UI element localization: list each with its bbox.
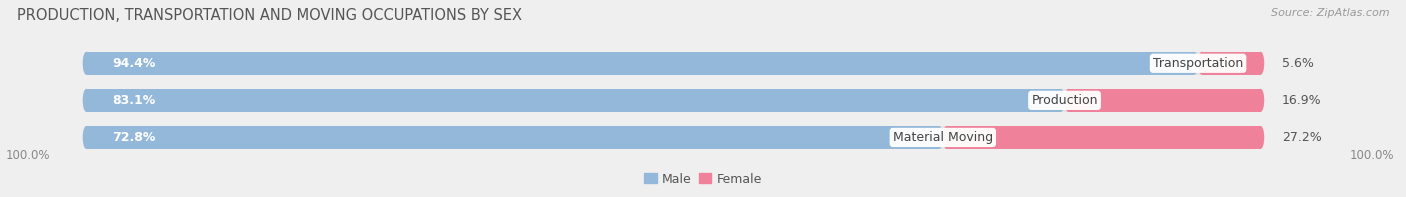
Ellipse shape	[1191, 52, 1198, 75]
Ellipse shape	[1257, 89, 1264, 112]
Ellipse shape	[1257, 89, 1264, 112]
Text: 100.0%: 100.0%	[1350, 150, 1395, 163]
Text: 16.9%: 16.9%	[1282, 94, 1322, 107]
Ellipse shape	[83, 126, 90, 149]
Ellipse shape	[1257, 126, 1264, 149]
Text: Transportation: Transportation	[1153, 57, 1243, 70]
Ellipse shape	[1257, 126, 1264, 149]
Bar	[86, 126, 1261, 149]
Text: 72.8%: 72.8%	[112, 131, 156, 144]
Ellipse shape	[83, 89, 90, 112]
Text: PRODUCTION, TRANSPORTATION AND MOVING OCCUPATIONS BY SEX: PRODUCTION, TRANSPORTATION AND MOVING OC…	[17, 8, 522, 23]
Bar	[86, 89, 1062, 112]
Ellipse shape	[1057, 89, 1064, 112]
Bar	[86, 126, 939, 149]
Bar	[86, 52, 1261, 75]
Bar	[1202, 52, 1261, 75]
Ellipse shape	[935, 126, 943, 149]
Bar	[1069, 89, 1261, 112]
Bar	[946, 126, 1261, 149]
Ellipse shape	[83, 89, 90, 112]
Ellipse shape	[83, 52, 90, 75]
Text: Production: Production	[1031, 94, 1098, 107]
Ellipse shape	[1257, 52, 1264, 75]
Ellipse shape	[83, 126, 90, 149]
Text: Source: ZipAtlas.com: Source: ZipAtlas.com	[1271, 8, 1389, 18]
Text: 94.4%: 94.4%	[112, 57, 156, 70]
Text: Material Moving: Material Moving	[893, 131, 993, 144]
Ellipse shape	[83, 52, 90, 75]
Text: 100.0%: 100.0%	[6, 150, 51, 163]
Text: 5.6%: 5.6%	[1282, 57, 1313, 70]
Text: 83.1%: 83.1%	[112, 94, 156, 107]
Text: 27.2%: 27.2%	[1282, 131, 1322, 144]
Ellipse shape	[1064, 89, 1071, 112]
Bar	[86, 89, 1261, 112]
Bar	[86, 52, 1194, 75]
Ellipse shape	[1257, 52, 1264, 75]
Legend: Male, Female: Male, Female	[640, 168, 766, 190]
Ellipse shape	[943, 126, 950, 149]
Ellipse shape	[1198, 52, 1205, 75]
